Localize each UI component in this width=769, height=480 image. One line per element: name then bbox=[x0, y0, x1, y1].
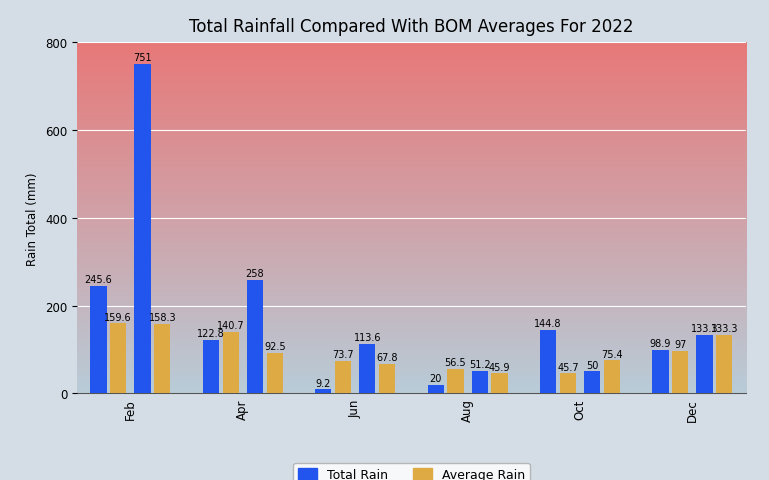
Text: 92.5: 92.5 bbox=[264, 341, 285, 351]
Bar bbox=[379, 364, 395, 394]
Title: Total Rainfall Compared With BOM Averages For 2022: Total Rainfall Compared With BOM Average… bbox=[189, 18, 634, 36]
Bar bbox=[448, 369, 464, 394]
Text: 159.6: 159.6 bbox=[105, 312, 132, 322]
Text: 113.6: 113.6 bbox=[354, 332, 381, 342]
Bar bbox=[697, 335, 713, 394]
Text: 73.7: 73.7 bbox=[332, 349, 354, 360]
Bar bbox=[267, 353, 283, 394]
Text: 133.3: 133.3 bbox=[711, 324, 738, 334]
Bar bbox=[110, 324, 126, 394]
Bar bbox=[203, 340, 219, 394]
Bar bbox=[359, 344, 375, 394]
Text: 144.8: 144.8 bbox=[534, 318, 562, 328]
Bar bbox=[560, 373, 576, 394]
Text: 258: 258 bbox=[245, 269, 265, 279]
Bar bbox=[471, 371, 488, 394]
Text: 75.4: 75.4 bbox=[601, 349, 623, 359]
Text: 20: 20 bbox=[430, 373, 442, 383]
Bar bbox=[135, 65, 151, 394]
Text: 122.8: 122.8 bbox=[197, 328, 225, 338]
Bar bbox=[491, 373, 508, 394]
Text: 98.9: 98.9 bbox=[650, 338, 671, 348]
Bar bbox=[428, 385, 444, 394]
Bar bbox=[155, 324, 171, 394]
Text: 9.2: 9.2 bbox=[315, 378, 331, 388]
Bar bbox=[672, 351, 688, 394]
Bar bbox=[716, 335, 732, 394]
Text: 245.6: 245.6 bbox=[85, 274, 112, 284]
Text: 45.9: 45.9 bbox=[489, 362, 511, 372]
Bar bbox=[540, 330, 556, 394]
Text: 51.2: 51.2 bbox=[469, 360, 491, 370]
Y-axis label: Rain Total (mm): Rain Total (mm) bbox=[26, 172, 39, 265]
Text: 50: 50 bbox=[586, 360, 598, 370]
Bar bbox=[91, 286, 107, 394]
Bar bbox=[247, 281, 263, 394]
Text: 45.7: 45.7 bbox=[557, 362, 579, 372]
Text: 56.5: 56.5 bbox=[444, 357, 466, 367]
Text: 97: 97 bbox=[674, 339, 687, 349]
Bar bbox=[604, 360, 620, 394]
Bar bbox=[335, 361, 351, 394]
Bar bbox=[222, 332, 238, 394]
Bar bbox=[652, 350, 668, 394]
Text: 140.7: 140.7 bbox=[217, 320, 245, 330]
Legend: Total Rain, Average Rain: Total Rain, Average Rain bbox=[293, 463, 530, 480]
Text: 751: 751 bbox=[133, 53, 151, 63]
Bar bbox=[584, 372, 601, 394]
Text: 67.8: 67.8 bbox=[376, 352, 398, 362]
Bar bbox=[315, 390, 331, 394]
Text: 133.3: 133.3 bbox=[691, 324, 718, 334]
Text: 158.3: 158.3 bbox=[148, 312, 176, 323]
